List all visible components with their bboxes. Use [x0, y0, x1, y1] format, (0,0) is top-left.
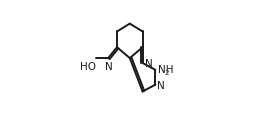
Text: 2: 2 — [164, 69, 169, 75]
Text: NH: NH — [158, 65, 173, 75]
Text: N: N — [105, 61, 113, 71]
Text: N: N — [157, 80, 165, 90]
Text: HO: HO — [80, 61, 96, 71]
Text: N: N — [145, 58, 152, 68]
